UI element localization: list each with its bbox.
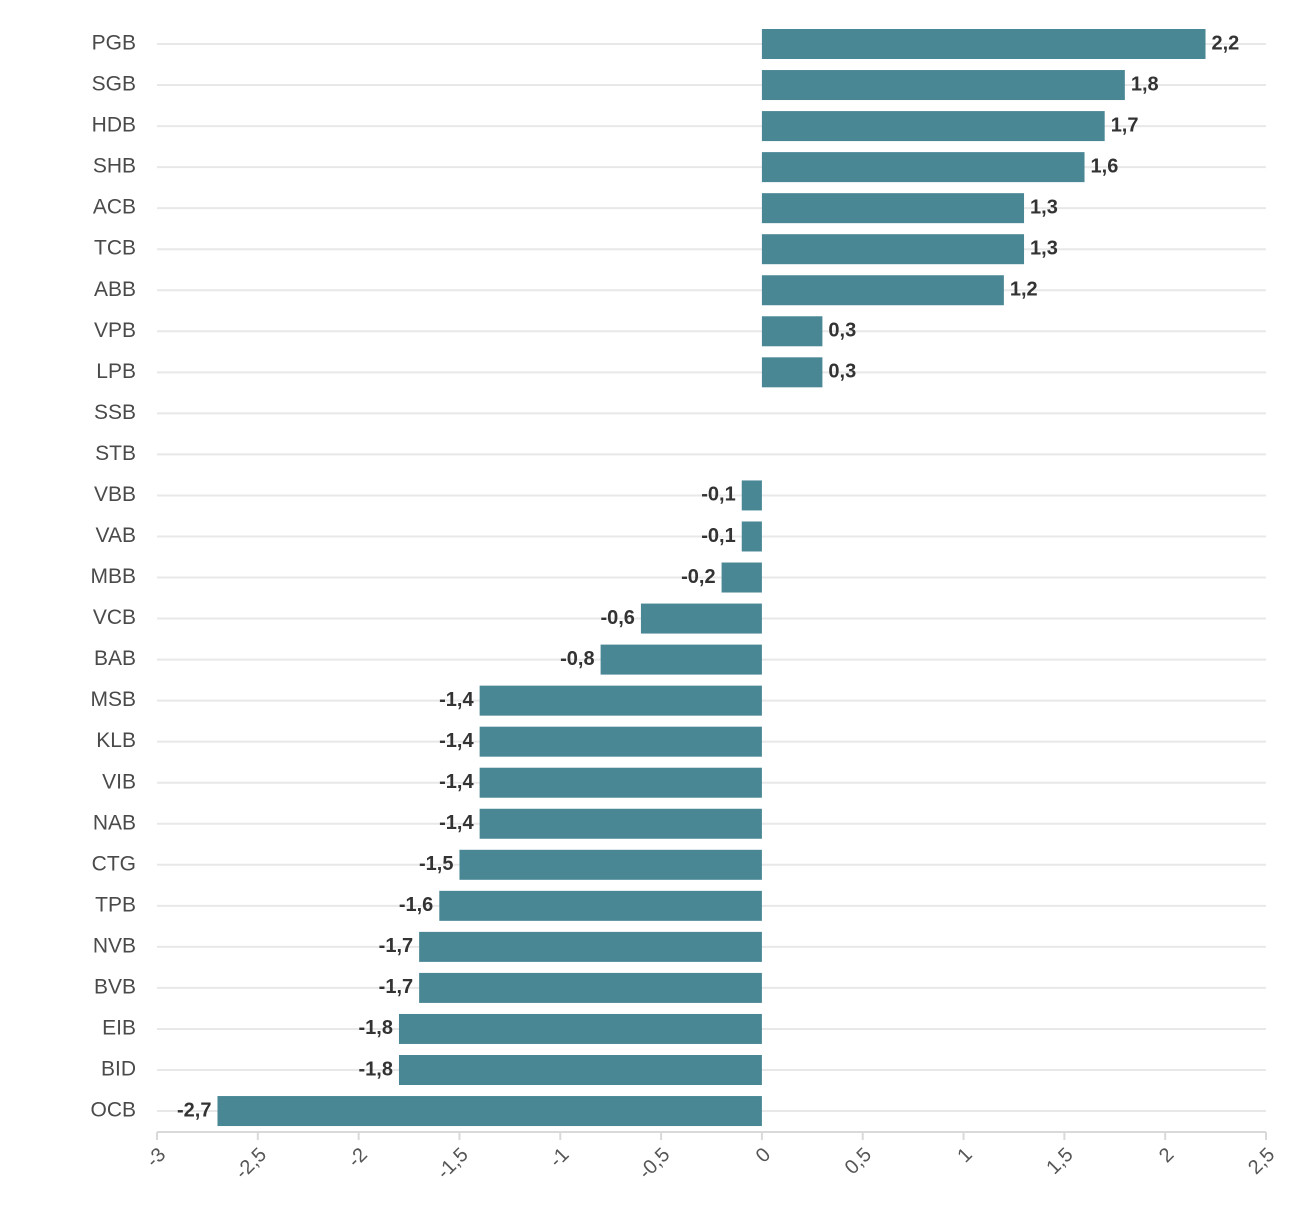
data-label: -1,7 [379, 935, 413, 957]
bar [761, 316, 823, 347]
category-label: SGB [92, 73, 136, 96]
data-label: 0,3 [828, 320, 856, 342]
data-label: -1,7 [379, 976, 413, 998]
data-label: -0,6 [600, 607, 634, 629]
bar [479, 767, 762, 798]
data-label: -1,6 [399, 894, 433, 916]
data-label: -0,1 [701, 484, 735, 506]
data-label: 1,6 [1091, 155, 1119, 177]
data-label: -0,2 [681, 566, 715, 588]
data-label: 2,2 [1212, 32, 1240, 54]
data-label: 1,2 [1010, 279, 1038, 301]
category-label: EIB [102, 1017, 136, 1040]
category-label: KLB [96, 729, 136, 752]
bar [761, 275, 1004, 306]
category-label: NAB [93, 811, 136, 834]
category-label: VBB [94, 483, 136, 506]
bar [419, 931, 762, 962]
x-tick-label: 1,5 [1042, 1144, 1077, 1179]
data-label: -1,4 [439, 812, 474, 834]
category-labels: PGB SGB HDB SHB ACB TCB ABB VPB LPB SSB STB VBB VAB M… [90, 32, 136, 1122]
bar [761, 111, 1105, 142]
category-label: TPB [95, 893, 136, 916]
x-tick-label: -0,5 [634, 1144, 674, 1184]
data-label: 0,3 [828, 361, 856, 383]
bar [761, 29, 1206, 59]
bars [217, 29, 1206, 1127]
category-label: TCB [94, 237, 136, 260]
bar [419, 972, 762, 1003]
category-label: OCB [90, 1099, 136, 1122]
bar [761, 193, 1025, 224]
data-label: -0,8 [560, 648, 594, 670]
category-label: CTG [92, 852, 136, 875]
category-label: MSB [90, 688, 136, 711]
x-tick-label: 0,5 [841, 1144, 876, 1179]
bar [479, 808, 762, 839]
data-label: -2,7 [177, 1099, 211, 1121]
data-label: 1,3 [1030, 237, 1058, 259]
category-label: ACB [93, 196, 136, 219]
x-tick-label: 1 [953, 1144, 976, 1167]
category-label: VPB [94, 319, 136, 342]
category-label: SSB [94, 401, 136, 424]
data-label: 1,8 [1131, 73, 1159, 95]
category-label: SHB [93, 155, 136, 178]
bar [761, 357, 823, 388]
category-label: LPB [96, 360, 136, 383]
bar [398, 1013, 762, 1044]
x-tick-label: -3 [142, 1144, 170, 1172]
data-label: -1,8 [358, 1017, 392, 1039]
bar [217, 1096, 762, 1127]
bar [640, 603, 762, 634]
category-label: PGB [92, 32, 136, 55]
data-label: -1,4 [439, 730, 474, 752]
x-tick-label: -1,5 [433, 1144, 473, 1184]
bar [398, 1055, 762, 1085]
bar [761, 152, 1085, 183]
category-label: VCB [93, 606, 136, 629]
category-label: BAB [94, 647, 136, 670]
bar [721, 562, 762, 593]
category-label: NVB [93, 934, 136, 957]
bar [479, 685, 762, 716]
bar [479, 726, 762, 757]
category-label: VAB [96, 524, 136, 547]
x-tick-label: 0 [752, 1144, 775, 1167]
category-label: MBB [90, 565, 136, 588]
bar [761, 70, 1125, 101]
x-tick-label: -1 [545, 1144, 573, 1172]
data-label: -0,1 [701, 525, 735, 547]
data-label: -1,4 [439, 689, 474, 711]
x-tick-label: 2,5 [1244, 1144, 1279, 1179]
x-tick-label: 2 [1155, 1144, 1178, 1167]
bar [600, 644, 762, 675]
category-label: HDB [92, 114, 136, 137]
data-label: 1,7 [1111, 114, 1139, 136]
x-axis: -3 -2,5 -2 -1,5 -1 -0,5 0 0,5 1 1,5 2 2,5 [142, 1131, 1279, 1184]
x-tick-label: -2,5 [231, 1144, 271, 1184]
category-label: STB [95, 442, 136, 465]
bar [439, 890, 762, 921]
x-tick-label: -2 [344, 1144, 372, 1172]
category-label: ABB [94, 278, 136, 301]
category-label: BID [101, 1058, 136, 1081]
data-label: -1,4 [439, 771, 474, 793]
data-label: 1,3 [1030, 196, 1058, 218]
category-label: VIB [102, 770, 136, 793]
category-label: BVB [94, 975, 136, 998]
value-labels: 2,2 1,8 1,7 1,6 1,3 1,3 1,2 0,3 0,3 -0,1 -0,1 -0,2 -… [177, 32, 1239, 1121]
bar [761, 234, 1025, 265]
bar [741, 521, 762, 552]
bar [741, 480, 762, 511]
data-label: -1,8 [358, 1058, 392, 1080]
data-label: -1,5 [419, 853, 453, 875]
bar [459, 849, 762, 880]
